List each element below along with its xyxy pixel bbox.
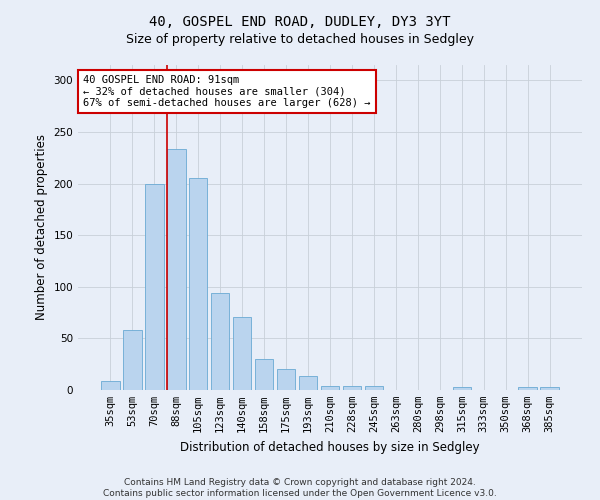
Bar <box>123 330 142 390</box>
Text: Contains HM Land Registry data © Crown copyright and database right 2024.
Contai: Contains HM Land Registry data © Crown c… <box>103 478 497 498</box>
Bar <box>343 386 361 390</box>
Y-axis label: Number of detached properties: Number of detached properties <box>35 134 48 320</box>
Bar <box>541 387 559 390</box>
Bar <box>320 386 340 390</box>
Bar <box>189 178 208 390</box>
X-axis label: Distribution of detached houses by size in Sedgley: Distribution of detached houses by size … <box>180 440 480 454</box>
Bar <box>211 293 229 390</box>
Text: 40, GOSPEL END ROAD, DUDLEY, DY3 3YT: 40, GOSPEL END ROAD, DUDLEY, DY3 3YT <box>149 15 451 29</box>
Bar <box>365 386 383 390</box>
Bar <box>452 387 471 390</box>
Text: 40 GOSPEL END ROAD: 91sqm
← 32% of detached houses are smaller (304)
67% of semi: 40 GOSPEL END ROAD: 91sqm ← 32% of detac… <box>83 74 371 108</box>
Bar <box>255 359 274 390</box>
Text: Size of property relative to detached houses in Sedgley: Size of property relative to detached ho… <box>126 32 474 46</box>
Bar <box>518 387 537 390</box>
Bar <box>277 370 295 390</box>
Bar <box>233 316 251 390</box>
Bar <box>299 376 317 390</box>
Bar <box>167 148 185 390</box>
Bar <box>145 184 164 390</box>
Bar <box>101 380 119 390</box>
